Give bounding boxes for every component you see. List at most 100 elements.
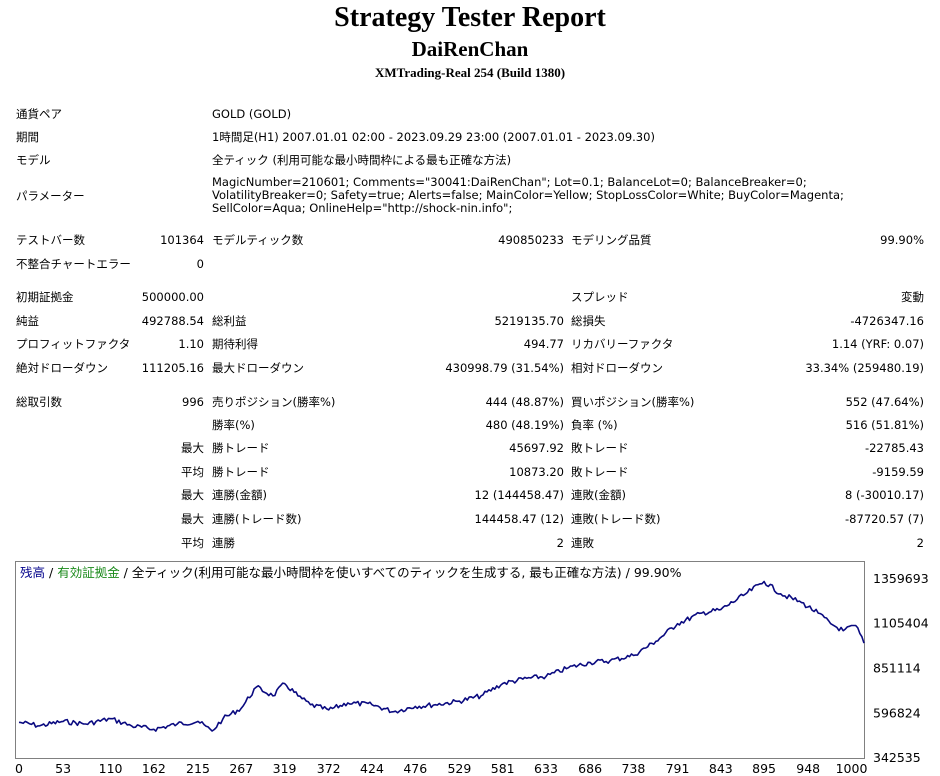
recovery-factor-label: リカバリーファクタ: [571, 337, 674, 351]
row-a-label: 勝トレード: [212, 441, 270, 455]
row-b-value: 2: [916, 536, 924, 550]
server-build: XMTrading-Real 254 (Build 1380): [374, 65, 566, 80]
period-value: 1時間足(H1) 2007.01.01 02:00 - 2023.09.29 2…: [212, 130, 655, 144]
x-tick-label: 424: [360, 761, 384, 776]
x-tick-label: 895: [752, 761, 776, 776]
row-a-value: 45697.92: [509, 441, 564, 455]
win-rate-label: 勝率(%): [212, 418, 255, 432]
legend-equity: 有効証拠金: [57, 565, 120, 580]
x-tick-label: 319: [273, 761, 297, 776]
x-tick-label: 633: [534, 761, 558, 776]
x-tick-label: 476: [403, 761, 427, 776]
x-tick-label: 162: [142, 761, 166, 776]
chart-legend: 残高 / 有効証拠金 / 全ティック(利用可能な最小時間枠を使いすべてのティック…: [20, 565, 682, 580]
row-prefix: 平均: [181, 465, 204, 479]
row-prefix: 平均: [181, 536, 204, 550]
loss-rate-label: 負率 (%): [571, 418, 618, 432]
row-b-label: 敗トレード: [571, 441, 629, 455]
row-a-value: 144458.47 (12): [474, 512, 564, 526]
row-a-value: 10873.20: [509, 465, 564, 479]
legend-balance: 残高: [20, 565, 46, 580]
row-a-value: 12 (144458.47): [474, 488, 564, 502]
expected-payoff-value: 494.77: [523, 337, 564, 351]
symbol-value: GOLD (GOLD): [212, 107, 292, 121]
win-rate-value: 480 (48.19%): [485, 418, 564, 432]
max-drawdown-value: 430998.79 (31.54%): [445, 361, 564, 375]
x-tick-label: 686: [578, 761, 602, 776]
row-a-label: 連勝(金額): [212, 488, 267, 502]
bars-label: テストバー数: [16, 233, 85, 247]
deposit-label: 初期証拠金: [16, 290, 74, 304]
row-a-value: 2: [556, 536, 564, 550]
chart-frame: [15, 561, 865, 759]
model-value: 全ティック (利用可能な最小時間枠による最も正確な方法): [212, 153, 512, 167]
model-label: モデル: [16, 153, 51, 167]
x-tick-label: 53: [55, 761, 71, 776]
x-tick-label: 1000: [836, 761, 868, 776]
profit-factor-value: 1.10: [178, 337, 204, 351]
x-tick-label: 843: [709, 761, 733, 776]
mismatch-label: 不整合チャートエラー: [16, 257, 131, 271]
legend-separator: /: [45, 565, 58, 580]
y-tick-label: 851114: [873, 661, 921, 676]
net-profit-value: 492788.54: [141, 314, 204, 328]
y-tick-label: 1105404: [873, 616, 929, 631]
x-tick-label: 529: [447, 761, 471, 776]
y-tick-label: 342535: [873, 750, 921, 765]
quality-label: モデリング品質: [571, 233, 652, 247]
abs-drawdown-value: 111205.16: [141, 361, 204, 375]
legend-description: / 全ティック(利用可能な最小時間枠を使いすべてのティックを生成する, 最も正確…: [119, 565, 682, 580]
row-b-label: 連敗: [571, 536, 594, 550]
recovery-factor-value: 1.14 (YRF: 0.07): [831, 337, 924, 351]
max-drawdown-label: 最大ドローダウン: [212, 361, 304, 375]
mismatch-value: 0: [196, 257, 204, 271]
abs-drawdown-label: 絶対ドローダウン: [16, 361, 108, 375]
row-prefix: 最大: [181, 512, 204, 526]
row-b-label: 連敗(金額): [571, 488, 626, 502]
total-trades-value: 996: [182, 395, 204, 409]
symbol-label: 通貨ペア: [16, 107, 62, 121]
row-b-label: 敗トレード: [571, 465, 629, 479]
gross-profit-label: 総利益: [212, 314, 247, 328]
x-tick-label: 948: [796, 761, 820, 776]
y-tick-label: 1359693: [873, 571, 929, 586]
row-b-value: -87720.57 (7): [845, 512, 924, 526]
ticks-label: モデルティック数: [212, 233, 304, 247]
x-tick-label: 267: [229, 761, 253, 776]
gross-loss-label: 総損失: [571, 314, 606, 328]
period-label: 期間: [16, 130, 39, 144]
spread-label: スプレッド: [571, 290, 629, 304]
expert-name: DaiRenChan: [411, 37, 529, 61]
total-trades-label: 総取引数: [16, 395, 62, 409]
row-b-value: 8 (-30010.17): [845, 488, 924, 502]
report-title: Strategy Tester Report: [334, 2, 606, 33]
row-a-label: 勝トレード: [212, 465, 270, 479]
gross-profit-value: 5219135.70: [494, 314, 564, 328]
short-positions-label: 売りポジション(勝率%): [212, 395, 336, 409]
net-profit-label: 純益: [16, 314, 39, 328]
x-tick-label: 738: [621, 761, 645, 776]
expected-payoff-label: 期待利得: [212, 337, 258, 351]
short-positions-value: 444 (48.87%): [485, 395, 564, 409]
row-prefix: 最大: [181, 441, 204, 455]
long-positions-value: 552 (47.64%): [845, 395, 924, 409]
params-value: MagicNumber=210601; Comments="30041:DaiR…: [212, 175, 844, 215]
x-tick-label: 581: [491, 761, 515, 776]
profit-factor-label: プロフィットファクタ: [16, 337, 131, 351]
deposit-value: 500000.00: [141, 290, 204, 304]
bars-value: 101364: [160, 233, 204, 247]
rel-drawdown-value: 33.34% (259480.19): [805, 361, 924, 375]
x-tick-label: 0: [15, 761, 23, 776]
balance-line: [18, 580, 865, 732]
row-b-value: -22785.43: [864, 441, 924, 455]
rel-drawdown-label: 相対ドローダウン: [571, 361, 663, 375]
row-a-label: 連勝: [212, 536, 235, 550]
row-prefix: 最大: [181, 488, 204, 502]
row-b-value: -9159.59: [872, 465, 924, 479]
spread-value: 変動: [901, 290, 924, 304]
x-tick-label: 791: [666, 761, 690, 776]
loss-rate-value: 516 (51.81%): [845, 418, 924, 432]
x-tick-label: 215: [186, 761, 210, 776]
row-a-label: 連勝(トレード数): [212, 512, 302, 526]
